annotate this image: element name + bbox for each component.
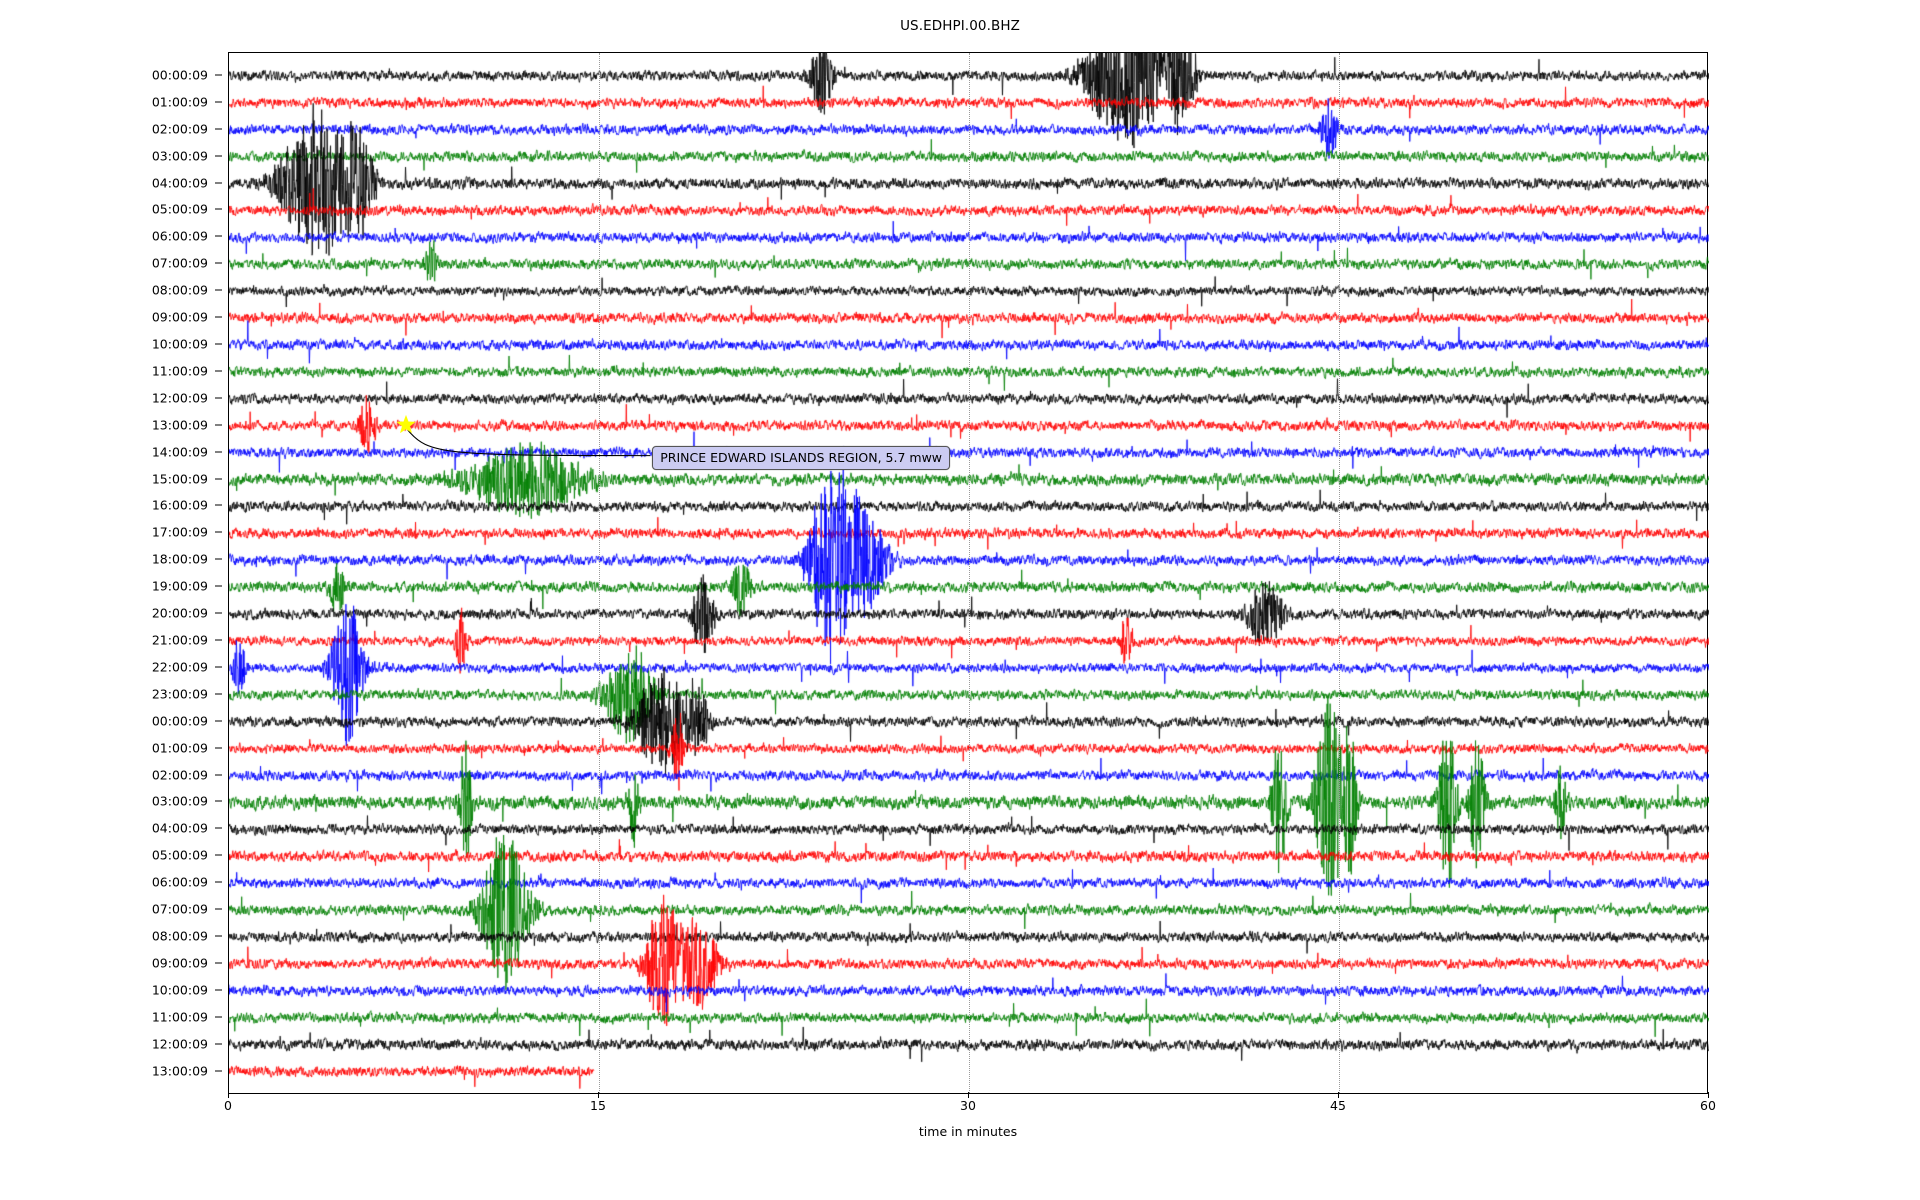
y-axis-tick-label: 12:00:09 bbox=[151, 390, 208, 406]
y-axis-tick-label: 06:00:09 bbox=[151, 228, 208, 244]
y-axis-tick-mark bbox=[215, 424, 222, 426]
plot-area bbox=[228, 52, 1709, 1095]
y-axis-tick-mark bbox=[215, 289, 222, 291]
y-axis-tick-label: 09:00:09 bbox=[151, 955, 208, 971]
y-axis-tick-label: 19:00:09 bbox=[151, 578, 208, 594]
y-axis-tick-label: 01:00:09 bbox=[151, 740, 208, 756]
y-axis-tick-label: 09:00:09 bbox=[151, 309, 208, 325]
y-axis-tick-label: 03:00:09 bbox=[151, 148, 208, 164]
y-axis-tick-mark bbox=[215, 881, 222, 883]
y-axis-tick-mark bbox=[215, 1043, 222, 1045]
y-axis-tick-mark bbox=[215, 370, 222, 372]
y-axis-tick-mark bbox=[215, 639, 222, 641]
y-axis-tick-label: 16:00:09 bbox=[151, 497, 208, 513]
x-axis-tick-mark bbox=[598, 1092, 599, 1098]
y-axis-tick-mark bbox=[215, 935, 222, 937]
y-axis-tick-label: 07:00:09 bbox=[151, 901, 208, 917]
y-axis-tick-label: 13:00:09 bbox=[151, 417, 208, 433]
y-axis-tick-mark bbox=[215, 558, 222, 560]
y-axis-tick-label: 23:00:09 bbox=[151, 686, 208, 702]
y-axis-tick-label: 10:00:09 bbox=[151, 336, 208, 352]
y-axis-tick-mark bbox=[215, 962, 222, 964]
y-axis-tick-mark bbox=[215, 666, 222, 668]
y-axis-tick-mark bbox=[215, 800, 222, 802]
y-axis-tick-mark bbox=[215, 262, 222, 264]
x-axis-tick-mark bbox=[228, 1092, 229, 1098]
y-axis-tick-label: 08:00:09 bbox=[151, 928, 208, 944]
y-axis-tick-label: 08:00:09 bbox=[151, 282, 208, 298]
y-axis-tick-label: 13:00:09 bbox=[151, 1063, 208, 1079]
y-axis-tick-mark bbox=[215, 208, 222, 210]
y-axis-tick-label: 03:00:09 bbox=[151, 793, 208, 809]
y-axis-tick-mark bbox=[215, 854, 222, 856]
y-axis-tick-label: 21:00:09 bbox=[151, 632, 208, 648]
y-axis-tick-label: 02:00:09 bbox=[151, 121, 208, 137]
y-axis-tick-mark bbox=[215, 128, 222, 130]
y-axis-tick-mark bbox=[215, 827, 222, 829]
y-axis-tick-mark bbox=[215, 316, 222, 318]
y-axis-tick-label: 22:00:09 bbox=[151, 659, 208, 675]
y-axis-tick-label: 17:00:09 bbox=[151, 524, 208, 540]
y-axis-tick-label: 20:00:09 bbox=[151, 605, 208, 621]
x-axis-tick-mark bbox=[1338, 1092, 1339, 1098]
event-annotation-layer: PRINCE EDWARD ISLANDS REGION, 5.7 mww bbox=[228, 52, 1708, 1094]
y-axis-tick-mark bbox=[215, 585, 222, 587]
x-axis-tick-label: 60 bbox=[1700, 1098, 1716, 1113]
y-axis-tick-label: 11:00:09 bbox=[151, 1009, 208, 1025]
y-axis-tick-mark bbox=[215, 451, 222, 453]
y-axis-tick-mark bbox=[215, 235, 222, 237]
y-axis-tick-mark bbox=[215, 693, 222, 695]
y-axis-tick-mark bbox=[215, 1016, 222, 1018]
y-axis-tick-label: 12:00:09 bbox=[151, 1036, 208, 1052]
y-axis-labels: 00:00:09 01:00:09 02:00:09 03:00:09 04:00:09… bbox=[0, 52, 222, 1094]
y-axis-tick-label: 01:00:09 bbox=[151, 94, 208, 110]
y-axis-tick-label: 11:00:09 bbox=[151, 363, 208, 379]
y-axis-tick-label: 04:00:09 bbox=[151, 820, 208, 836]
y-axis-tick-label: 07:00:09 bbox=[151, 255, 208, 271]
y-axis-tick-label: 18:00:09 bbox=[151, 551, 208, 567]
y-axis-tick-label: 04:00:09 bbox=[151, 175, 208, 191]
x-axis-labels: 0 15 30 45 60 bbox=[224, 1092, 1716, 1122]
y-axis-tick-mark bbox=[215, 343, 222, 345]
y-axis-tick-label: 06:00:09 bbox=[151, 874, 208, 890]
x-axis-title: time in minutes bbox=[918, 1124, 1018, 1139]
y-axis-tick-label: 15:00:09 bbox=[151, 471, 208, 487]
y-axis-tick-mark bbox=[215, 1070, 222, 1072]
waveform-traces bbox=[229, 53, 1709, 1095]
y-axis-tick-mark bbox=[215, 720, 222, 722]
y-axis-tick-mark bbox=[215, 531, 222, 533]
y-axis-tick-label: 00:00:09 bbox=[151, 67, 208, 83]
x-axis-tick-label: 0 bbox=[224, 1098, 232, 1113]
y-axis-tick-label: 02:00:09 bbox=[151, 767, 208, 783]
y-axis-tick-label: 00:00:09 bbox=[151, 713, 208, 729]
y-axis-tick-label: 14:00:09 bbox=[151, 444, 208, 460]
y-axis-tick-mark bbox=[215, 747, 222, 749]
x-axis-tick-mark bbox=[1708, 1092, 1709, 1098]
y-axis-tick-mark bbox=[215, 989, 222, 991]
y-axis-tick-mark bbox=[215, 478, 222, 480]
x-axis-tick-label: 30 bbox=[960, 1098, 976, 1113]
y-axis-tick-mark bbox=[215, 74, 222, 76]
y-axis-tick-label: 10:00:09 bbox=[151, 982, 208, 998]
y-axis-tick-mark bbox=[215, 155, 222, 157]
y-axis-tick-mark bbox=[215, 101, 222, 103]
y-axis-tick-mark bbox=[215, 504, 222, 506]
y-axis-tick-label: 05:00:09 bbox=[151, 201, 208, 217]
y-axis-tick-mark bbox=[215, 908, 222, 910]
y-axis-tick-mark bbox=[215, 397, 222, 399]
page-title: US.EDHPI.00.BHZ bbox=[900, 18, 1020, 34]
event-annotation-label[interactable]: PRINCE EDWARD ISLANDS REGION, 5.7 mww bbox=[652, 445, 951, 470]
x-axis-tick-label: 45 bbox=[1330, 1098, 1346, 1113]
y-axis-tick-label: 05:00:09 bbox=[151, 847, 208, 863]
x-axis-tick-label: 15 bbox=[590, 1098, 606, 1113]
x-axis-tick-mark bbox=[968, 1092, 969, 1098]
y-axis-tick-mark bbox=[215, 612, 222, 614]
y-axis-tick-mark bbox=[215, 774, 222, 776]
y-axis-tick-mark bbox=[215, 182, 222, 184]
